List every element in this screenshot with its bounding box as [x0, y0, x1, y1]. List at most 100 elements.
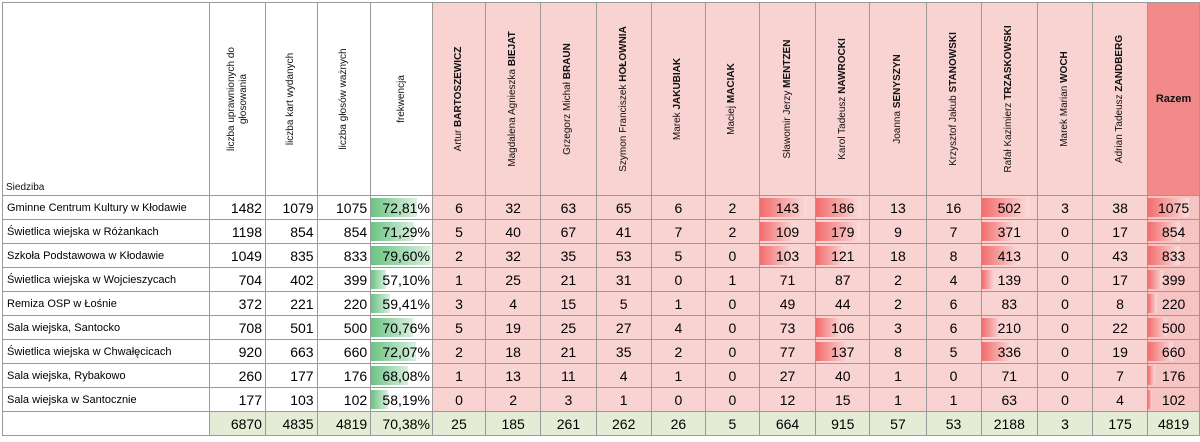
votes-cell: 73	[758, 315, 817, 340]
votes-cell: 27	[595, 315, 652, 340]
total-razem: 4819	[1147, 411, 1200, 436]
header-candidate: Maciej MACIAK	[704, 2, 760, 196]
data-bar	[1148, 246, 1180, 265]
votes-cell: 49	[758, 291, 817, 316]
votes-cell: 63	[540, 195, 597, 220]
total-votes-cell: 185	[485, 411, 542, 436]
wazne-cell: 660	[316, 339, 372, 364]
votes-cell: 77	[758, 339, 817, 364]
uprawnionych-cell: 708	[209, 315, 266, 340]
frekwencja-cell: 72,81%	[370, 195, 433, 220]
votes-cell: 0	[704, 315, 760, 340]
table-row: Sala wiejska w Santocznie 177 103 102 58,19%…	[1, 387, 1200, 412]
wazne-cell: 176	[316, 363, 372, 388]
razem-cell: 854	[1147, 219, 1200, 244]
header-razem: Razem	[1147, 2, 1200, 196]
votes-cell: 106	[815, 315, 871, 340]
wazne-cell: 500	[316, 315, 372, 340]
votes-cell: 18	[485, 339, 542, 364]
votes-cell: 83	[980, 291, 1039, 316]
votes-cell: 0	[1037, 291, 1093, 316]
votes-cell: 16	[925, 195, 982, 220]
votes-cell: 43	[1091, 243, 1149, 268]
votes-cell: 2	[650, 339, 706, 364]
total-votes-cell: 2188	[980, 411, 1039, 436]
karty-cell: 103	[264, 387, 318, 412]
header-candidate: Marek Marian WOCH	[1037, 2, 1093, 196]
karty-cell: 835	[264, 243, 318, 268]
data-bar	[371, 366, 408, 385]
karty-cell: 177	[264, 363, 318, 388]
data-bar	[982, 198, 1029, 217]
data-bar	[760, 198, 807, 217]
votes-cell: 32	[485, 195, 542, 220]
data-bar	[371, 390, 388, 409]
votes-cell: 143	[758, 195, 817, 220]
frekwencja-cell: 79,60%	[370, 243, 433, 268]
data-bar	[760, 222, 796, 241]
votes-cell: 35	[595, 339, 652, 364]
data-bar	[371, 294, 391, 313]
total-votes-cell: 25	[431, 411, 487, 436]
data-bar	[982, 246, 1021, 265]
uprawnionych-cell: 1049	[209, 243, 266, 268]
data-bar	[982, 342, 1014, 361]
data-bar	[371, 318, 414, 337]
wazne-cell: 1075	[316, 195, 372, 220]
votes-cell: 15	[540, 291, 597, 316]
votes-cell: 1	[431, 363, 487, 388]
votes-cell: 17	[1091, 267, 1149, 292]
total-karty: 4835	[264, 411, 318, 436]
votes-cell: 0	[1037, 387, 1093, 412]
uprawnionych-cell: 920	[209, 339, 266, 364]
uprawnionych-cell: 260	[209, 363, 266, 388]
header-karty: liczba kart wydanych	[264, 2, 318, 196]
votes-cell: 6	[925, 315, 982, 340]
header-siedziba: Siedziba	[1, 2, 211, 196]
total-votes-cell: 57	[869, 411, 927, 436]
votes-cell: 1	[925, 387, 982, 412]
total-votes-cell: 175	[1091, 411, 1149, 436]
votes-cell: 71	[980, 363, 1039, 388]
votes-cell: 44	[815, 291, 871, 316]
votes-cell: 35	[540, 243, 597, 268]
votes-cell: 5	[431, 315, 487, 340]
votes-cell: 0	[1037, 315, 1093, 340]
header-candidate: Artur BARTOSZEWICZ	[431, 2, 487, 196]
frekwencja-cell: 57,10%	[370, 267, 433, 292]
votes-cell: 13	[485, 363, 542, 388]
header-candidate: Joanna SENYSZYN	[869, 2, 927, 196]
karty-cell: 1079	[264, 195, 318, 220]
table-row: Gminne Centrum Kultury w Kłodawie 1482 107…	[1, 195, 1200, 220]
votes-cell: 4	[650, 315, 706, 340]
votes-cell: 87	[815, 267, 871, 292]
siedziba-cell: Sala wiejska, Santocko	[1, 315, 211, 340]
votes-cell: 11	[540, 363, 597, 388]
votes-cell: 65	[595, 195, 652, 220]
total-votes-cell: 664	[758, 411, 817, 436]
votes-cell: 0	[704, 339, 760, 364]
frekwencja-cell: 71,29%	[370, 219, 433, 244]
votes-cell: 17	[1091, 219, 1149, 244]
data-bar	[760, 246, 794, 265]
votes-cell: 4	[595, 363, 652, 388]
votes-cell: 1	[650, 363, 706, 388]
data-bar	[982, 270, 995, 289]
data-bar	[371, 222, 415, 241]
votes-cell: 2	[431, 339, 487, 364]
header-uprawnionych: liczba uprawnionych do głosowania	[209, 2, 266, 196]
wazne-cell: 399	[316, 267, 372, 292]
table-row: Remiza OSP w Łośnie 372 221 220 59,41% 3 4 15 5 1…	[1, 291, 1200, 316]
votes-cell: 32	[485, 243, 542, 268]
votes-cell: 502	[980, 195, 1039, 220]
siedziba-cell: Świetlica wiejska w Chwałęcicach	[1, 339, 211, 364]
table-row: Świetlica wiejska w Chwałęcicach 920 663 66…	[1, 339, 1200, 364]
table-row: Świetlica wiejska w Wojcieszycach 704 402 3…	[1, 267, 1200, 292]
data-bar	[1148, 390, 1153, 409]
votes-cell: 4	[485, 291, 542, 316]
votes-cell: 137	[815, 339, 871, 364]
header-candidate: Szymon Franciszek HOŁOWNIA	[595, 2, 652, 196]
votes-cell: 0	[1037, 339, 1093, 364]
votes-cell: 5	[595, 291, 652, 316]
